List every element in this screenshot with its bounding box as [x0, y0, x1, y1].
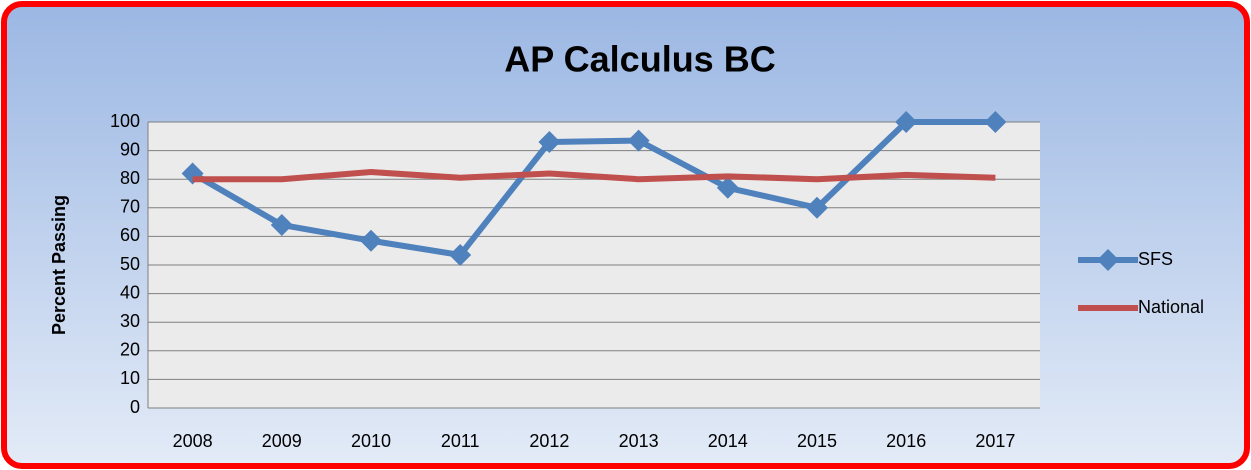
x-tick-label: 2008 [173, 431, 213, 451]
x-tick-label: 2012 [529, 431, 569, 451]
y-tick-label: 50 [120, 254, 140, 274]
x-tick-label: 2015 [797, 431, 837, 451]
legend-label: National [1138, 297, 1204, 317]
marker [984, 111, 1007, 133]
x-tick-label: 2017 [975, 431, 1015, 451]
marker [806, 196, 828, 219]
x-tick-label: 2009 [262, 431, 302, 451]
x-tick-label: 2016 [886, 431, 926, 451]
marker [895, 111, 918, 133]
marker [716, 176, 739, 199]
y-tick-label: 60 [120, 225, 140, 245]
legend-marker [1097, 249, 1119, 271]
chart-title: AP Calculus BC [504, 39, 775, 80]
marker [449, 243, 472, 266]
x-tick-label: 2011 [441, 431, 480, 451]
series-line [192, 169, 996, 183]
y-tick-label: 20 [120, 340, 140, 360]
y-axis-label: Percent Passing [49, 195, 69, 335]
marker [270, 213, 293, 236]
series-line [191, 119, 996, 258]
y-tick-label: 40 [120, 282, 140, 302]
y-tick-label: 90 [120, 139, 140, 159]
y-tick-label: 70 [120, 197, 140, 217]
x-tick-label: 2013 [619, 431, 659, 451]
y-tick-label: 100 [110, 111, 140, 131]
y-tick-label: 10 [120, 368, 140, 388]
marker [627, 129, 650, 152]
y-tick-label: 0 [130, 397, 140, 417]
marker [538, 131, 561, 154]
marker [360, 229, 382, 252]
y-tick-label: 80 [120, 168, 140, 188]
x-tick-label: 2014 [708, 431, 748, 451]
legend-label: SFS [1138, 249, 1173, 269]
x-tick-label: 2010 [351, 431, 391, 451]
y-tick-label: 30 [120, 311, 140, 331]
